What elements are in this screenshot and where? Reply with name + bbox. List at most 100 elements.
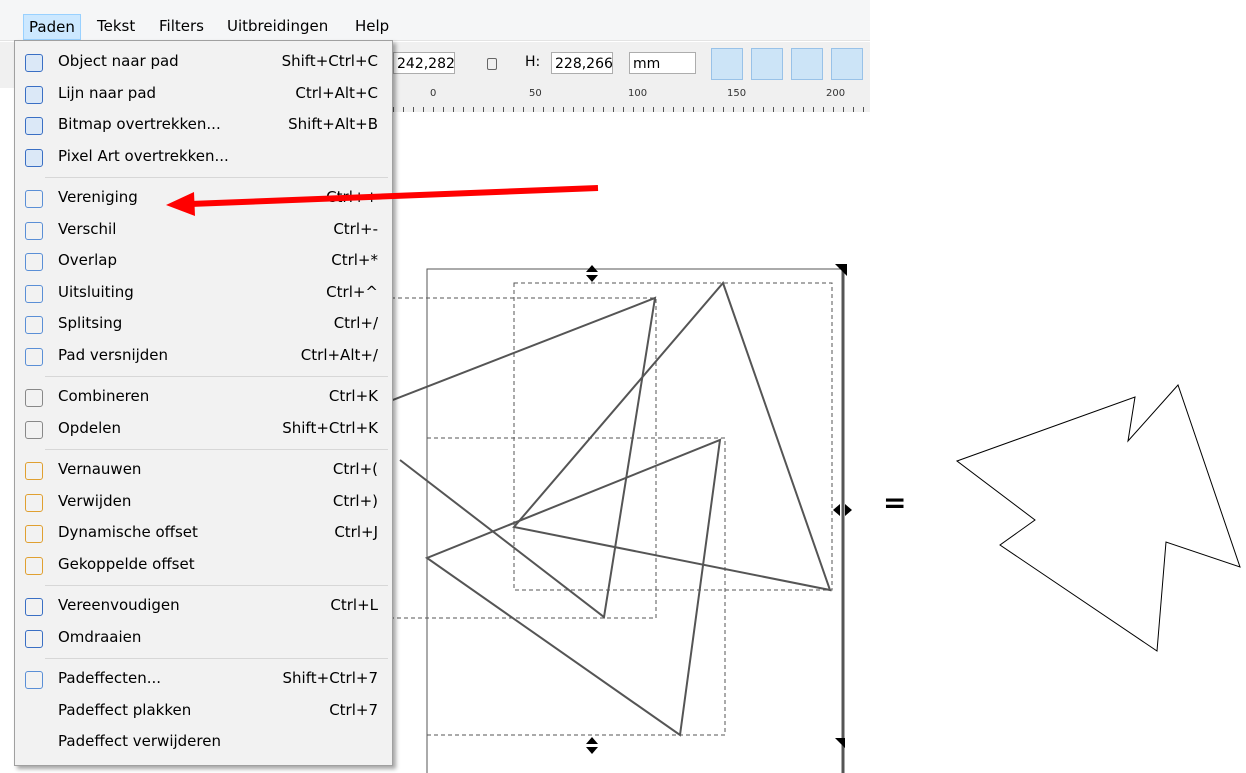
ruler-tick (433, 107, 434, 112)
ruler-tick (833, 107, 834, 112)
ruler-tick (403, 107, 404, 112)
ruler-tick (553, 107, 554, 112)
ruler-tick (413, 107, 414, 112)
menu-icon (25, 630, 43, 648)
ruler-tick (483, 107, 484, 112)
menu-icon (25, 462, 43, 480)
ruler-tick (663, 107, 664, 112)
menu-separator (45, 376, 388, 377)
menu-icon (25, 149, 43, 167)
tool-button[interactable] (791, 48, 823, 80)
ruler-tick (653, 107, 654, 112)
triangles (380, 283, 830, 735)
menu-item[interactable]: Padeffecten...Shift+Ctrl+7 (15, 664, 392, 694)
menu-bar-item[interactable]: Filters (154, 14, 209, 38)
ruler-tick (493, 107, 494, 112)
ruler-tick (423, 107, 424, 112)
menu-item-label: Omdraaien (58, 628, 141, 646)
bounding-boxes (370, 283, 832, 735)
ruler-tick (523, 107, 524, 112)
menu-icon (25, 86, 43, 104)
tool-button[interactable] (711, 48, 743, 80)
menu-separator (45, 658, 388, 659)
menu-item[interactable]: Bitmap overtrekken...Shift+Alt+B (15, 110, 392, 140)
menu-bar-item[interactable]: Uitbreidingen (222, 14, 333, 38)
equals-sign: = (883, 486, 906, 519)
menu-item[interactable]: Gekoppelde offset (15, 550, 392, 580)
ruler-tick (793, 107, 794, 112)
width-input[interactable]: 242,282 (393, 52, 455, 74)
ruler-tick (633, 107, 634, 112)
ruler-tick (863, 107, 864, 112)
menu-item[interactable]: Verschil Ctrl+- (15, 215, 392, 245)
ruler-tick (823, 107, 824, 112)
ruler-tick (693, 107, 694, 112)
menu-icon (25, 525, 43, 543)
tool-button[interactable] (751, 48, 783, 80)
menu-icon (25, 285, 43, 303)
menu-item-shortcut: Shift+Ctrl+K (282, 419, 378, 437)
menu-item-label: Splitsing (58, 314, 122, 332)
menu-item[interactable]: Dynamische offset Ctrl+J (15, 518, 392, 548)
menu-item-label: Pixel Art overtrekken... (58, 147, 229, 165)
tool-button[interactable] (831, 48, 863, 80)
ruler-label: 100 (628, 88, 647, 99)
lock-icon[interactable] (487, 58, 497, 70)
ruler-tick (683, 107, 684, 112)
menu-item-shortcut: Ctrl+J (334, 523, 378, 541)
menu-item-shortcut: Ctrl+Alt+/ (301, 346, 378, 364)
menu-item[interactable]: Omdraaien (15, 623, 392, 653)
ruler-tick (503, 107, 504, 112)
ruler-tick (763, 107, 764, 112)
menu-item-shortcut: Ctrl+K (329, 387, 378, 405)
ruler-tick (703, 107, 704, 112)
menu-item-label: Object naar pad (58, 52, 179, 70)
menu-icon (25, 222, 43, 240)
ruler-tick (463, 107, 464, 112)
menu-item-shortcut: Ctrl+7 (329, 701, 378, 719)
ruler-tick (613, 107, 614, 112)
ruler-tick (723, 107, 724, 112)
height-input[interactable]: 228,266 (551, 52, 613, 74)
ruler-tick (393, 107, 394, 112)
menu-item-label: Dynamische offset (58, 523, 198, 541)
ruler-tick (733, 107, 734, 112)
ruler-tick (543, 107, 544, 112)
unit-select[interactable]: mm (629, 52, 696, 74)
menu-item-label: Verschil (58, 220, 116, 238)
menu-item-shortcut: Ctrl+( (333, 460, 378, 478)
menu-item[interactable]: Vereenvoudigen Ctrl+L (15, 591, 392, 621)
menu-icon (25, 389, 43, 407)
menu-item-label: Vereenvoudigen (58, 596, 180, 614)
ruler-tick (583, 107, 584, 112)
menu-bar-item[interactable]: Tekst (92, 14, 140, 38)
menu-item-shortcut: Ctrl+L (330, 596, 378, 614)
menu-separator (45, 177, 388, 178)
menu-item[interactable]: Overlap Ctrl+* (15, 246, 392, 276)
menu-item-label: Overlap (58, 251, 117, 269)
menu-item-shortcut: Ctrl+- (333, 220, 378, 238)
menu-item-label: Padeffecten... (58, 669, 161, 687)
ruler-tick (743, 107, 744, 112)
menu-item-label: Lijn naar pad (58, 84, 156, 102)
ruler-label: 200 (826, 88, 845, 99)
menu-bar-item[interactable]: Paden (23, 14, 81, 40)
handles (586, 264, 852, 754)
menu-item[interactable]: Padeffect verwijderen (15, 727, 392, 757)
ruler-tick (533, 107, 534, 112)
menu-bar-item[interactable]: Help (350, 14, 394, 38)
menu-item[interactable]: Pixel Art overtrekken... (15, 142, 392, 172)
menu-item-shortcut: Ctrl+* (331, 251, 378, 269)
